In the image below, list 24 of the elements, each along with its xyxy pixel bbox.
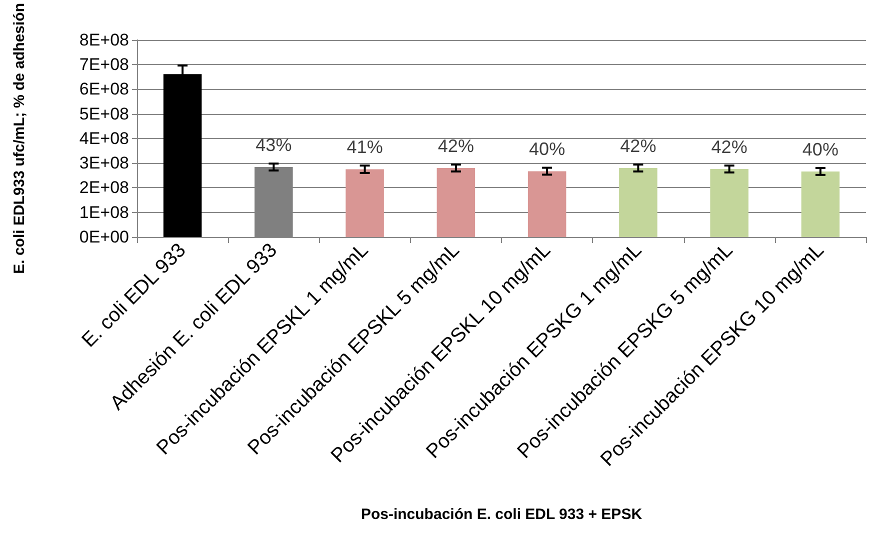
- annotation: 40%: [802, 139, 838, 160]
- annotation: 41%: [346, 137, 383, 158]
- bar: [710, 169, 748, 237]
- annotation: 43%: [256, 135, 292, 156]
- annotation: 42%: [620, 136, 656, 156]
- annotation: 42%: [711, 137, 748, 157]
- y-tick-label: 4E+08: [79, 128, 129, 148]
- y-tick-label: 1E+08: [79, 202, 129, 222]
- bar: [801, 171, 840, 237]
- y-axis-title: E. coli EDL933 ufc/mL; % de adhesión: [11, 2, 28, 274]
- y-tick-label: 8E+08: [79, 30, 129, 50]
- y-tick-label: 3E+08: [79, 154, 129, 173]
- bar: [619, 168, 658, 237]
- bar: [528, 171, 566, 237]
- bar: [346, 169, 384, 237]
- annotation: 42%: [438, 136, 474, 156]
- bar: [436, 168, 476, 237]
- y-tick-label: 2E+08: [79, 178, 129, 198]
- annotation: 40%: [529, 139, 566, 160]
- x-axis-title: Pos-incubación E. coli EDL 933 + EPSK: [360, 506, 642, 523]
- y-tick-label: 6E+08: [79, 80, 129, 99]
- y-tick-label: 5E+08: [79, 104, 129, 124]
- y-tick-label: 7E+08: [79, 55, 129, 74]
- y-tick-label: 0E+00: [79, 228, 129, 246]
